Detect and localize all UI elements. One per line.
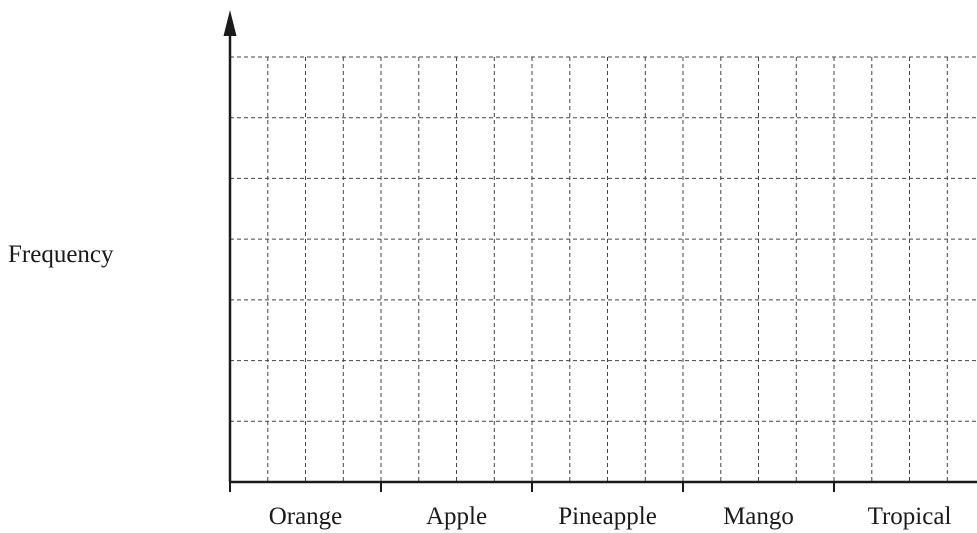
- x-tick-label: Pineapple: [558, 503, 657, 530]
- x-axis-ticks: [229, 482, 835, 492]
- x-tick-label: Tropical: [868, 503, 952, 530]
- x-tick-label: Mango: [723, 503, 794, 530]
- x-axis-tick-labels: Orange Apple Pineapple Mango Tropical: [269, 503, 952, 530]
- y-axis-label: Frequency: [8, 241, 114, 268]
- x-tick-label: Apple: [426, 503, 487, 530]
- x-tick-label: Orange: [269, 503, 343, 530]
- y-axis-arrow-icon: [223, 10, 237, 36]
- chart-grid: [230, 56, 977, 482]
- chart-axes: [223, 10, 977, 484]
